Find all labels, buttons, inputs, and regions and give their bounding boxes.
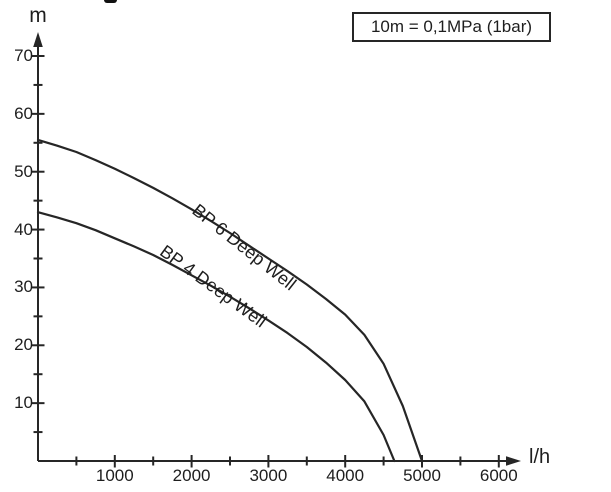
y-axis-unit-label: m <box>29 4 47 27</box>
y-axis-arrow-icon <box>33 32 43 47</box>
x-tick-label: 5000 <box>403 466 441 485</box>
x-axis-unit-label: l/h <box>529 446 551 468</box>
y-tick-label: 60 <box>14 103 33 123</box>
scan-artifact <box>104 0 117 3</box>
x-tick-label: 2000 <box>172 466 211 485</box>
y-tick-label: 50 <box>14 161 33 181</box>
curve-bp6 <box>36 138 424 463</box>
x-axis-arrow-icon <box>506 456 521 466</box>
x-tick-label: 3000 <box>249 466 288 485</box>
y-tick-label: 20 <box>14 335 33 355</box>
pressure-note-box: 10m = 0,1MPa (1bar) <box>352 12 551 42</box>
y-tick-label: 70 <box>14 46 33 65</box>
y-tick-label: 40 <box>14 219 33 239</box>
y-tick-label: 30 <box>14 277 33 297</box>
y-tick-label: 10 <box>14 393 33 413</box>
x-tick-label: 6000 <box>479 466 518 485</box>
x-tick-label: 4000 <box>326 466 365 485</box>
pressure-note-text: 10m = 0,1MPa (1bar) <box>370 17 533 36</box>
x-tick-label: 1000 <box>95 466 134 485</box>
curve-bp4 <box>36 211 396 463</box>
